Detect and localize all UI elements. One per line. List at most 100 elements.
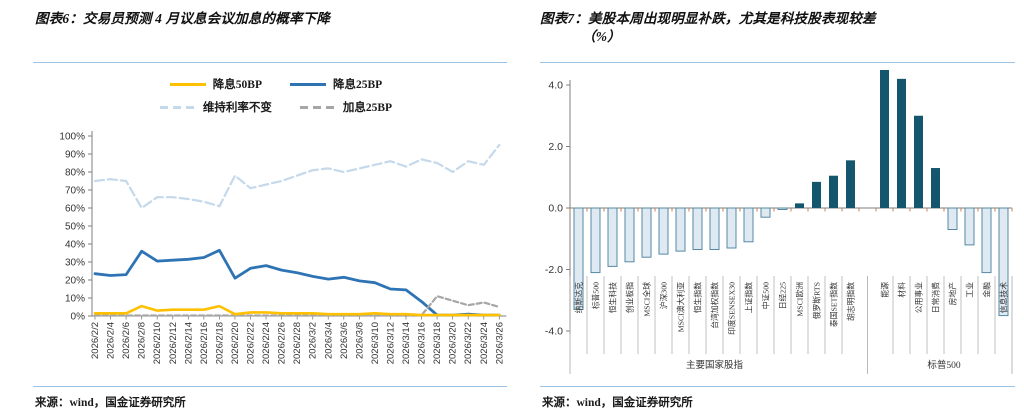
- bar-沪深300: [658, 207, 669, 255]
- category-label: 台湾加权指数: [710, 282, 720, 329]
- category-label: 创业板指: [625, 282, 635, 313]
- legend-item-cut50: 降息50BP: [169, 76, 262, 92]
- y-tick-label: 0.0: [548, 203, 563, 215]
- x-tick-label: 2026/3/12: [385, 322, 396, 364]
- legend-swatch-hold: [159, 105, 196, 109]
- x-tick-label: 2026/2/20: [230, 322, 241, 364]
- category-label: 工业: [965, 282, 975, 298]
- x-tick-label: 2026/3/26: [494, 322, 505, 364]
- legend-row-0: 降息50BP 降息25BP: [156, 76, 396, 92]
- legend-row-1: 维持利率不变 加息25BP: [146, 99, 406, 115]
- category-label: 印度SENSEX30: [727, 282, 737, 335]
- legend-label-hold: 维持利率不变: [202, 102, 272, 114]
- category-label: MSCI澳大利亚: [676, 282, 686, 332]
- legend-item-hike25: 加息25BP: [299, 99, 392, 115]
- legend-swatch-cut50: [169, 82, 206, 86]
- y-tick-label: -2.0: [545, 264, 563, 276]
- x-tick-label: 2026/2/6: [121, 322, 132, 359]
- line-series-hike25: [93, 295, 501, 317]
- figure7-panel: 图表7：美股本周出现明显补跌，尤其是科技股表现较差 （%） 8.06.04.02…: [512, 0, 1024, 420]
- category-label: 俄罗斯RTS: [812, 282, 822, 319]
- bar-MSCI澳大利亚: [675, 207, 686, 252]
- y-tick-label: 10%: [65, 294, 85, 305]
- category-label: 纳斯达克: [574, 282, 584, 313]
- figure7-title-unit: （%）: [582, 29, 621, 44]
- bar-公用事业: [914, 115, 923, 209]
- category-label: 泰国SET指数: [829, 282, 839, 327]
- bar-信息技术: [998, 207, 1009, 317]
- figure7-source: 来源：wind，国金证券研究所: [542, 397, 693, 409]
- x-tick-label: 2026/3/16: [417, 322, 428, 364]
- line-series-cut50: [93, 304, 501, 317]
- category-label: 标普500: [591, 282, 601, 309]
- bar-MSCI欧洲: [795, 203, 804, 208]
- figure6-panel: 图表6：交易员预测 4 月议息会议加息的概率下降 降息50BP 降息25BP 维持利…: [33, 11, 507, 409]
- x-tick-label: 2026/2/12: [168, 322, 179, 364]
- x-tick-label: 2026/2/2: [90, 322, 101, 359]
- group-label: 主要国家股指: [686, 359, 744, 371]
- y-tick-label: 40%: [65, 240, 85, 251]
- bar-房地产: [947, 207, 958, 230]
- figure6-title: 图表6：交易员预测 4 月议息会议加息的概率下降: [35, 11, 331, 26]
- legend-item-cut25: 降息25BP: [290, 76, 382, 92]
- line-series-cut25: [93, 248, 501, 317]
- x-tick-label: 2026/3/10: [370, 322, 381, 364]
- figure7-footer-rule: [540, 386, 1015, 387]
- bar-日经225: [777, 207, 788, 210]
- category-label: 公用事业: [914, 282, 924, 313]
- x-tick-label: 2026/3/8: [354, 322, 365, 359]
- y-tick-label: 100%: [59, 132, 85, 143]
- category-label: 金融: [982, 282, 992, 298]
- y-tick-label: 2.0: [548, 141, 563, 153]
- figure6-legend: 降息50BP 降息25BP 维持利率不变 加息25BP: [76, 76, 476, 115]
- category-label: 沪深300: [659, 282, 669, 309]
- y-tick-label: 60%: [65, 204, 85, 215]
- legend-item-hold: 维持利率不变: [159, 99, 272, 115]
- bar-印度SENSEX30: [726, 207, 737, 249]
- bar-纳斯达克: [573, 207, 584, 310]
- x-tick-label: 2026/3/22: [463, 322, 474, 364]
- bar-俄罗斯RTS: [812, 181, 821, 208]
- y-tick-label: 90%: [65, 150, 85, 161]
- category-label: 恒生指数: [693, 282, 703, 313]
- bar-创业板指: [624, 207, 635, 263]
- bar-恒生科技: [607, 207, 618, 267]
- legend-label-cut50: 降息50BP: [212, 79, 262, 91]
- category-label: 信息技术: [999, 282, 1009, 313]
- x-tick-label: 2026/2/4: [106, 322, 117, 359]
- figure6-footer-rule: [33, 386, 507, 387]
- y-tick-label: 70%: [65, 186, 85, 197]
- category-label: 中证500: [761, 282, 771, 309]
- figure6-line-chart: 0% 10% 20% 30% 40% 50% 60% 70% 80% 90% 100% 2026/2/…: [59, 131, 507, 364]
- x-tick-label: 2026/2/28: [292, 322, 303, 364]
- category-label: 恒生科技: [608, 282, 618, 313]
- x-tick-label: 2026/2/14: [183, 322, 194, 364]
- x-tick-label: 2026/3/24: [479, 322, 490, 364]
- y-tick-label: -4.0: [545, 326, 563, 338]
- bar-MSCI全球: [641, 207, 652, 258]
- x-tick-label: 2026/3/4: [323, 322, 334, 359]
- category-label: 日经225: [778, 282, 788, 309]
- category-label: 能源: [880, 282, 890, 298]
- group-label: 标普500: [927, 359, 961, 371]
- x-tick-label: 2026/3/6: [339, 322, 350, 359]
- figure7-bar-chart: 8.06.04.02.00.0-2.0-4.0纳斯达克标普500恒生科技创业板指…: [545, 70, 1013, 374]
- category-label: 材料: [897, 282, 907, 298]
- figure6-source: 来源：wind，国金证券研究所: [35, 397, 186, 409]
- x-tick-label: 2026/3/18: [432, 322, 443, 364]
- x-tick-label: 2026/3/14: [401, 322, 412, 364]
- y-tick-label: 50%: [65, 222, 85, 233]
- y-tick-label: 80%: [65, 168, 85, 179]
- legend-swatch-hike25: [299, 105, 336, 109]
- bar-胡志明指数: [846, 160, 855, 209]
- y-tick-label: 0%: [71, 312, 86, 323]
- bar-金融: [981, 207, 992, 274]
- category-label: 上证指数: [744, 282, 754, 313]
- figure7-title: 图表7：美股本周出现明显补跌，尤其是科技股表现较差 （%）: [540, 10, 1018, 46]
- category-label: 胡志明指数: [846, 282, 856, 321]
- category-label: 房地产: [948, 282, 958, 306]
- y-tick-label: 30%: [65, 258, 85, 269]
- legend-swatch-cut25: [290, 82, 326, 86]
- line-series-hold: [93, 143, 501, 210]
